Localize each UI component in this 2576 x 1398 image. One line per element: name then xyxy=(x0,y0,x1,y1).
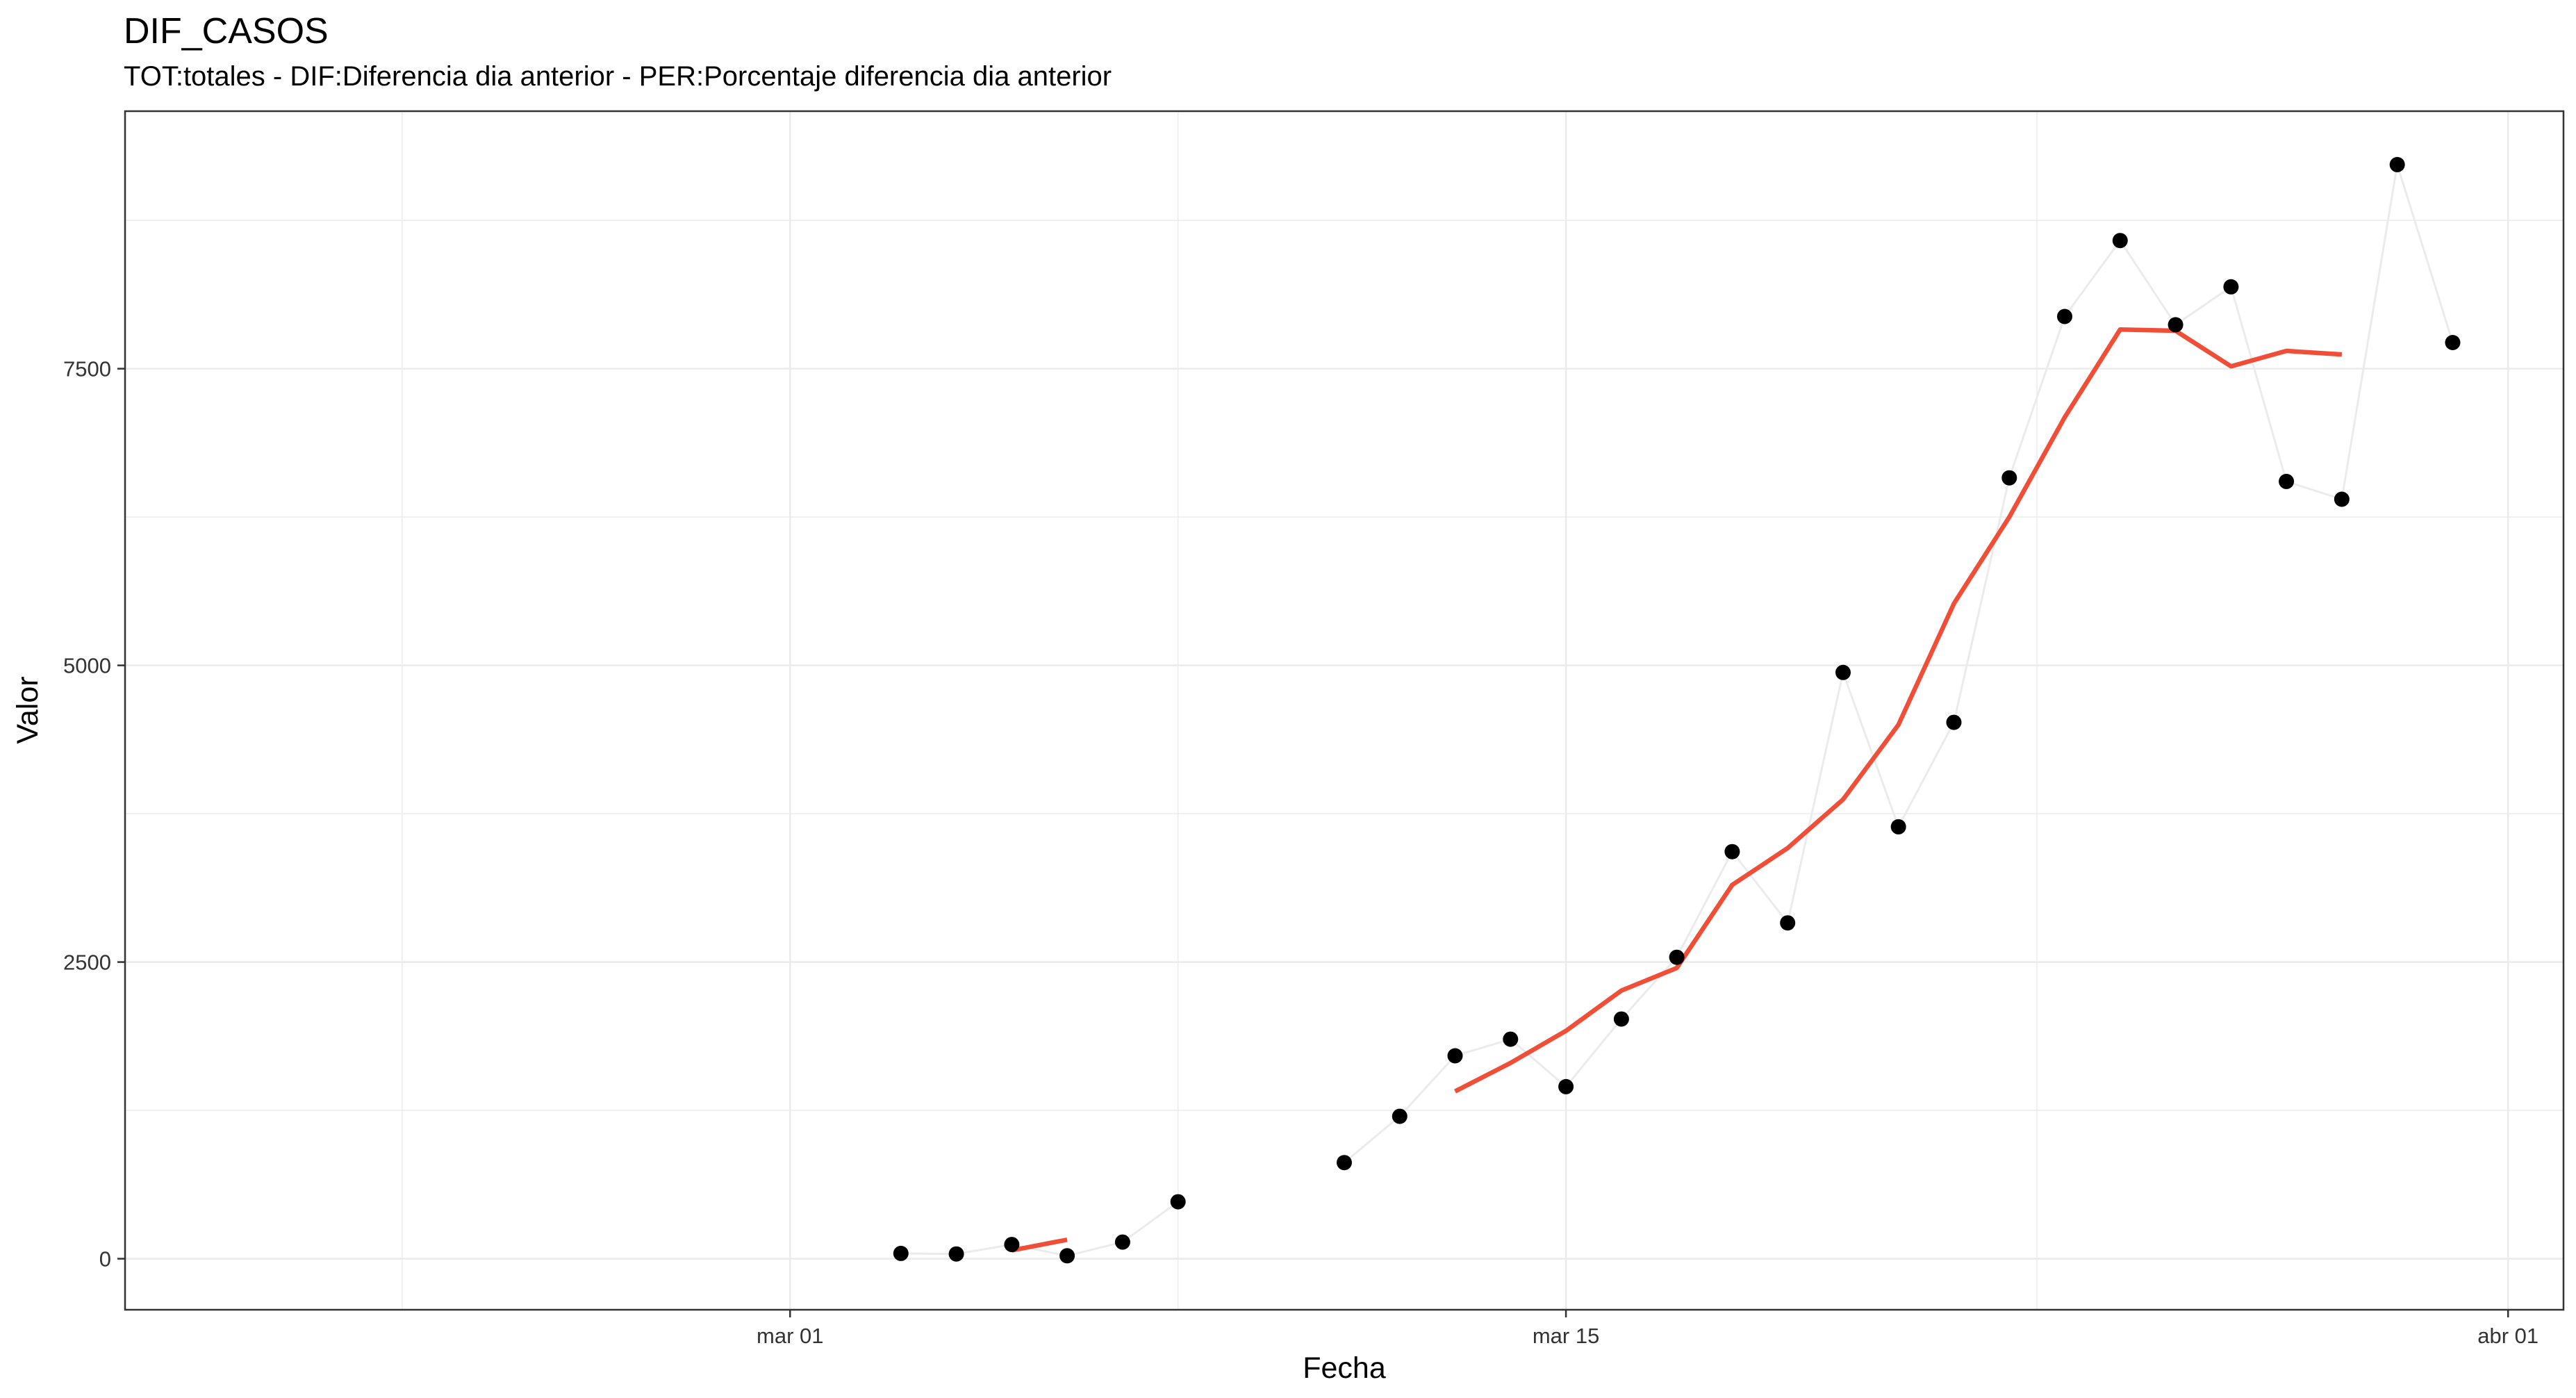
data-point xyxy=(2057,309,2072,324)
data-point xyxy=(2389,156,2405,172)
data-point xyxy=(1447,1048,1463,1064)
y-axis: 0 2500 5000 7500 xyxy=(63,357,125,1272)
data-point xyxy=(1890,819,1906,834)
raw-series-points xyxy=(893,156,2461,1264)
y-tick-label: 2500 xyxy=(63,951,111,975)
smoothed-series-segment xyxy=(1454,327,2343,1094)
y-tick-label: 5000 xyxy=(63,654,111,678)
data-point xyxy=(1392,1108,1407,1124)
x-tick-label: mar 15 xyxy=(1533,1324,1599,1348)
data-point xyxy=(1059,1248,1075,1264)
y-tick-label: 0 xyxy=(99,1247,111,1272)
data-point xyxy=(1004,1237,1020,1253)
minor-gridlines xyxy=(125,111,2563,1310)
data-point xyxy=(893,1245,909,1261)
data-point xyxy=(2001,470,2017,486)
major-gridlines xyxy=(125,111,2563,1310)
x-tick-label: abr 01 xyxy=(2477,1324,2538,1348)
chart-title: DIF_CASOS xyxy=(124,11,329,51)
data-point xyxy=(1558,1078,1574,1094)
data-point xyxy=(948,1246,964,1262)
raw-series-segment xyxy=(900,1201,1179,1257)
data-point xyxy=(1724,844,1740,860)
x-axis-title: Fecha xyxy=(1303,1351,1386,1385)
data-point xyxy=(2168,317,2183,333)
y-axis-title: Valor xyxy=(11,676,44,743)
data-point xyxy=(1669,949,1685,965)
data-point xyxy=(2445,335,2461,350)
data-point xyxy=(1114,1234,1130,1250)
data-point xyxy=(2223,279,2239,295)
data-point xyxy=(1780,915,1796,931)
data-point xyxy=(1946,714,1962,730)
x-axis: mar 01 mar 15 abr 01 xyxy=(757,1310,2538,1348)
data-point xyxy=(1835,664,1851,680)
smoothed-series-segment xyxy=(1011,1237,1068,1253)
data-point xyxy=(2334,491,2350,507)
chart-subtitle: TOT:totales - DIF:Diferencia dia anterio… xyxy=(124,61,1112,92)
data-point xyxy=(1170,1194,1186,1210)
smoothed-series-line xyxy=(1011,327,2343,1253)
data-point xyxy=(1337,1155,1352,1171)
x-tick-label: mar 01 xyxy=(757,1324,823,1348)
data-point xyxy=(2112,233,2128,249)
data-point xyxy=(1503,1031,1519,1047)
data-point xyxy=(2279,473,2295,489)
plot-border xyxy=(124,110,2565,1311)
data-point xyxy=(1613,1011,1629,1027)
plot-background xyxy=(125,111,2563,1310)
y-tick-label: 7500 xyxy=(63,357,111,381)
